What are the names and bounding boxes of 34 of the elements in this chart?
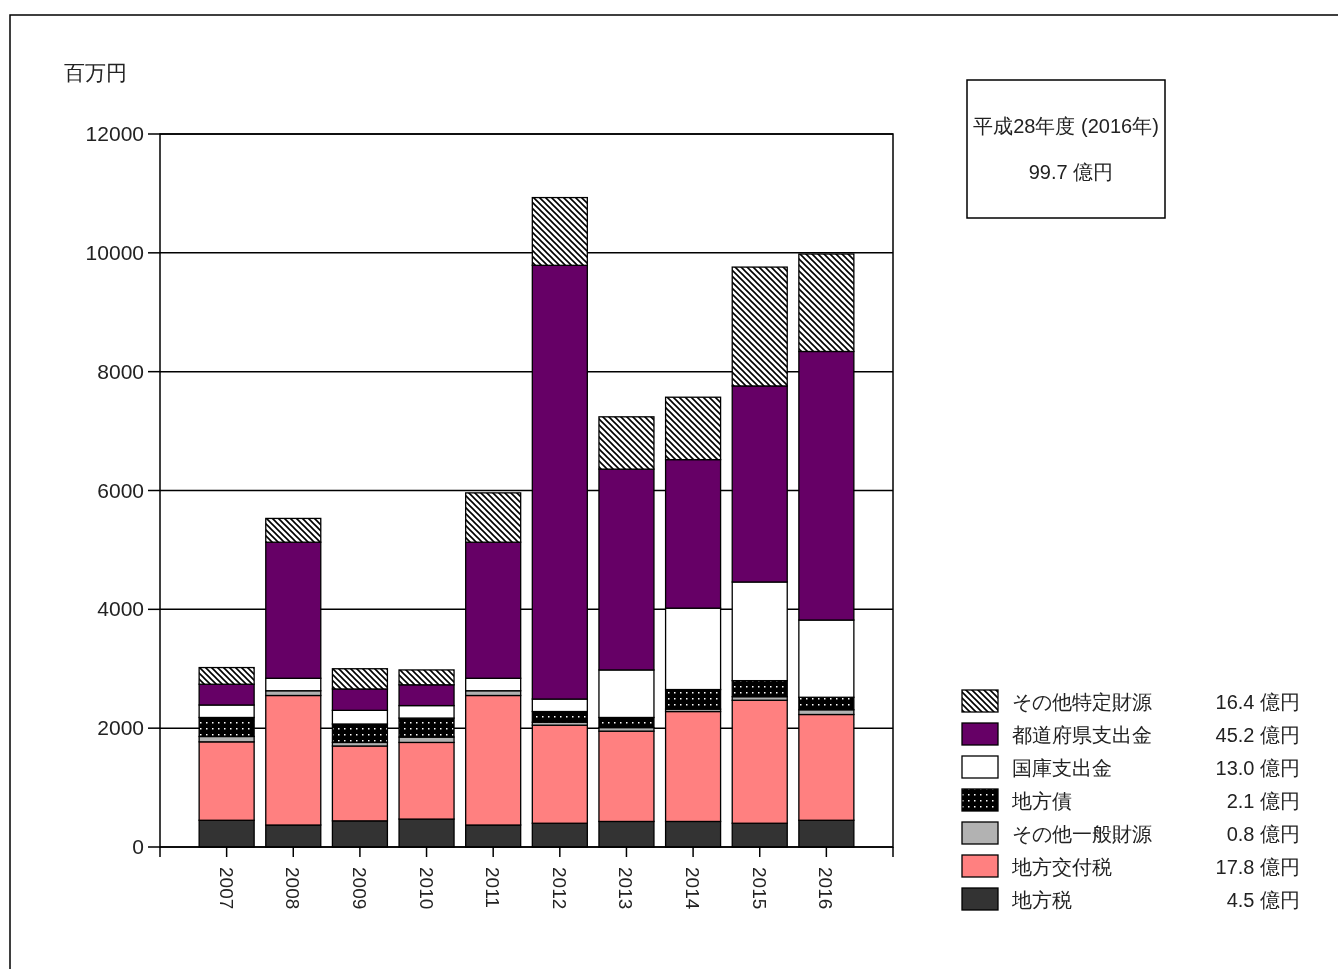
y-tick-label: 0: [132, 835, 144, 858]
text: 13.0 億円: [1215, 757, 1300, 779]
text: 99.7 億円: [1028, 161, 1114, 183]
legend-label: 地方交付税: [1011, 856, 1112, 878]
y-tick-label: 4000: [97, 597, 144, 621]
text: 16.4 億円: [1215, 691, 1300, 713]
legend-label: 国庫支出金: [1012, 757, 1112, 779]
x-tick-label: 2010: [415, 867, 437, 910]
y-tick-label: 10000: [85, 240, 144, 264]
x-tick-label: 2008: [282, 867, 304, 910]
x-tick-label: 2009: [348, 867, 370, 910]
legend-label: その他一般財源: [1012, 823, 1152, 845]
text: 4.5 億円: [1226, 889, 1300, 911]
text: 17.8 億円: [1215, 856, 1300, 878]
legend-label: 地方債: [1011, 790, 1072, 812]
x-tick-label: 2015: [748, 867, 770, 910]
text: 0.8 億円: [1226, 823, 1300, 845]
text: 平成28年度 (2016年): [973, 115, 1159, 137]
x-tick-label: 2011: [482, 867, 504, 908]
y-tick-label: 6000: [97, 478, 144, 502]
legend-label: 都道府県支出金: [1012, 724, 1152, 746]
y-tick-label: 12000: [85, 122, 144, 145]
x-tick-label: 2014: [682, 867, 704, 910]
x-tick-label: 2016: [815, 867, 837, 910]
x-tick-label: 2012: [548, 867, 570, 910]
x-tick-label: 2013: [615, 867, 637, 910]
y-tick-label: 2000: [97, 716, 144, 740]
text: 45.2 億円: [1215, 724, 1300, 746]
legend-label: 地方税: [1011, 889, 1072, 911]
text: 2.1 億円: [1226, 790, 1300, 812]
legend-label: その他特定財源: [1012, 691, 1152, 713]
x-tick-label: 2007: [215, 867, 237, 910]
y-tick-label: 8000: [97, 359, 144, 383]
y-axis-title: 百万円: [64, 61, 127, 84]
